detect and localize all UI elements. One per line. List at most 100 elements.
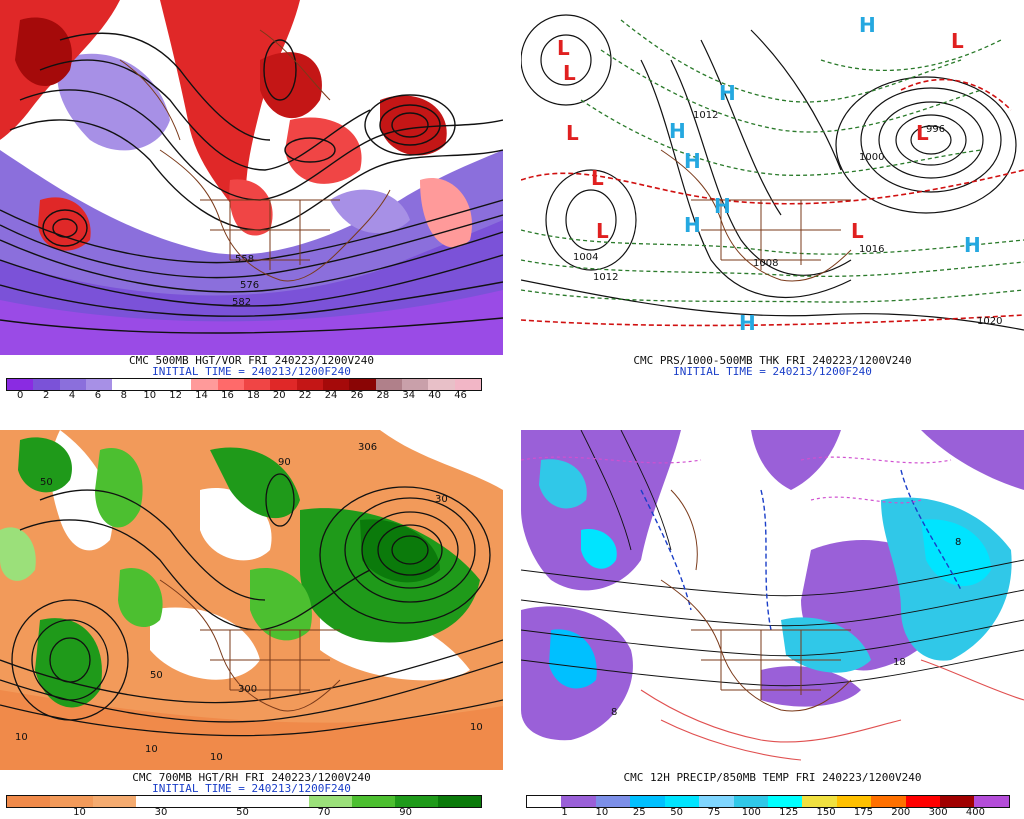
scale-tick-label: 50 [670, 807, 683, 818]
scale-swatch [974, 796, 1009, 807]
map-label: 50 [40, 477, 53, 488]
scale-tick-label: 2 [42, 390, 50, 401]
scale-tick-label: 14 [195, 390, 208, 401]
precip-map: 18 8 8 [521, 430, 1024, 770]
scale-swatch [191, 379, 218, 390]
scale-swatch [136, 796, 180, 807]
initial-time: INITIAL TIME = 240213/1200F240 [152, 365, 351, 378]
scale-swatch [595, 796, 631, 807]
scale-swatch [243, 379, 271, 390]
scale-swatch [437, 796, 482, 807]
scale-swatch [394, 796, 438, 807]
scale-swatch [375, 379, 402, 390]
map-label: 300 [238, 684, 257, 695]
scale-swatch [265, 796, 309, 807]
scale-tick-label: 4 [68, 390, 76, 401]
map-label: 306 [358, 442, 377, 453]
precip-scale-ticks: 1 10 25 50 75 100 125 150 175 200 300 400 [526, 807, 1008, 819]
high-marker: H [684, 213, 701, 237]
scale-swatch [630, 796, 665, 807]
isobar-label: 1000 [859, 152, 884, 163]
scale-tick-label: 28 [376, 390, 390, 401]
low-marker: L [591, 166, 604, 190]
panel-500mb-vorticity: 558 576 582 CMC 500MB HGT/VOR FRI 240223… [0, 0, 503, 405]
high-marker: H [714, 194, 731, 218]
scale-swatch [905, 796, 941, 807]
map-label: 90 [278, 457, 291, 468]
scale-swatch [164, 379, 192, 390]
scale-swatch [7, 379, 34, 390]
scale-swatch [296, 379, 323, 390]
panel-title: CMC 700MB HGT/RH FRI 240223/1200V240 [132, 771, 371, 784]
scale-swatch [59, 379, 86, 390]
initial-time: INITIAL TIME = 240213/1200F240 [152, 782, 351, 795]
low-marker: L [951, 29, 964, 53]
scale-tick-label: 16 [221, 390, 234, 401]
scale-tick-label: 18 [246, 390, 260, 401]
high-marker: H [964, 233, 981, 257]
low-marker: L [596, 219, 609, 243]
scale-swatch [401, 379, 429, 390]
vorticity-color-scale [6, 378, 482, 391]
scale-tick-label: 150 [816, 807, 836, 818]
isobar-label: 1004 [573, 252, 598, 263]
isobar-label: 996 [926, 124, 945, 135]
map-label: 10 [210, 752, 223, 763]
scale-tick-label: 10 [73, 807, 86, 818]
vorticity-scale-ticks: 0 2 4 6 8 10 12 14 16 18 20 22 24 26 28 34 40 46 [6, 390, 480, 402]
scale-tick-label: 90 [399, 807, 412, 818]
scale-swatch [50, 796, 94, 807]
scale-tick-label: 30 [154, 807, 168, 818]
map-label: 10 [145, 744, 158, 755]
scale-tick-label: 100 [741, 807, 761, 818]
map-label-558: 558 [235, 254, 254, 265]
scale-tick-label: 26 [350, 390, 364, 401]
scale-tick-label: 25 [632, 807, 646, 818]
low-marker: L [851, 219, 864, 243]
scale-swatch [349, 379, 376, 390]
initial-time: INITIAL TIME = 240213/1200F240 [673, 365, 872, 378]
scale-tick-label: 46 [454, 390, 467, 401]
scale-tick-label: 175 [853, 807, 873, 818]
scale-swatch [767, 796, 803, 807]
scale-swatch [561, 796, 596, 807]
scale-tick-label: 200 [891, 807, 911, 818]
high-marker: H [739, 311, 756, 335]
scale-tick-label: 8 [120, 390, 128, 401]
scale-swatch [217, 379, 244, 390]
low-marker: L [566, 121, 579, 145]
scale-swatch [351, 796, 395, 807]
scale-swatch [322, 379, 350, 390]
scale-swatch [85, 379, 113, 390]
map-label: 50 [150, 670, 163, 681]
isobar-label: 1012 [593, 272, 618, 283]
scale-swatch [836, 796, 872, 807]
panel-title: CMC 500MB HGT/VOR FRI 240223/1200V240 [128, 354, 375, 367]
high-marker: H [684, 149, 701, 173]
low-marker: L [557, 36, 570, 60]
scale-swatch [871, 796, 906, 807]
scale-swatch [699, 796, 734, 807]
precip-color-scale [526, 795, 1010, 808]
scale-tick-label: 1 [561, 807, 568, 818]
scale-swatch [802, 796, 837, 807]
scale-swatch [270, 379, 297, 390]
scale-tick-label: 50 [236, 807, 249, 818]
scale-swatch [179, 796, 223, 807]
panel-precip-850mb-temp: 18 8 8 CMC 12H PRECIP/850MB TEMP FRI 240… [521, 430, 1024, 819]
map-label: 10 [470, 722, 483, 733]
scale-tick-label: 10 [143, 390, 157, 401]
scale-swatch [940, 796, 975, 807]
vorticity-map: 558 576 582 [0, 0, 503, 355]
scale-tick-label: 40 [428, 390, 442, 401]
isobar-label: 1020 [977, 316, 1002, 327]
scale-swatch [733, 796, 768, 807]
scale-swatch [112, 379, 139, 390]
panel-700mb-humidity: 10 10 10 10 50 50 30 90 300 306 CMC 700M… [0, 430, 503, 819]
panel-title: CMC 12H PRECIP/850MB TEMP FRI 240223/120… [623, 771, 922, 784]
isobar-label: 1012 [693, 110, 718, 121]
scale-tick-label: 0 [17, 390, 24, 401]
scale-tick-label: 300 [928, 807, 948, 818]
scale-tick-label: 24 [324, 390, 338, 401]
scale-tick-label: 12 [169, 390, 183, 401]
